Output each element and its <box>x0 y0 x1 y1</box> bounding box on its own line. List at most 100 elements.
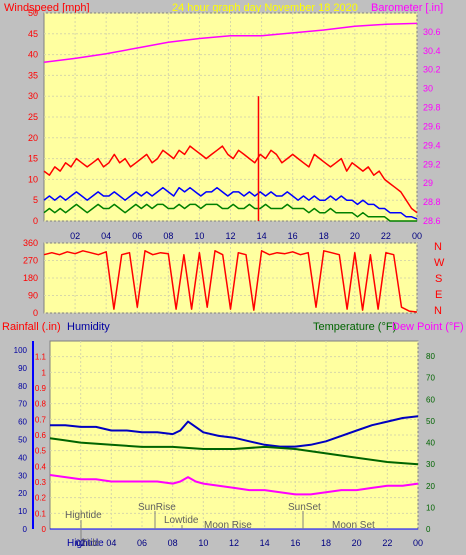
sunrise-label: SunRise <box>138 502 176 513</box>
humidity-y-tick-label: 70 <box>18 400 27 409</box>
rainfall-y-tick-label: 0.5 <box>35 447 47 456</box>
wind-y-tick-label: 15 <box>28 154 38 164</box>
rainfall-y-tick-label: 0.1 <box>35 509 47 518</box>
sunset-label: SunSet <box>288 502 321 513</box>
bottom-tide-label: Tide <box>81 538 101 549</box>
humidity-y-tick-label: 80 <box>18 382 27 391</box>
temperature-y-tick-label: 70 <box>426 374 435 383</box>
humidity-y-tick-label: 30 <box>18 471 27 480</box>
temperature-series <box>49 415 419 530</box>
graph-title: 24 hour graph day November 18 2020 <box>172 2 358 14</box>
humidity-line <box>50 415 419 448</box>
barometer-line <box>43 22 418 63</box>
humidity-y-axis: 0 10 20 30 40 50 60 70 80 90 100 <box>14 346 28 534</box>
rainfall-y-tick-label: 0.8 <box>35 400 47 409</box>
humidity-y-tick-label: 20 <box>18 489 27 498</box>
barometer-y-tick-label: 30 <box>423 84 433 94</box>
hightide-label: Hightide <box>65 510 102 521</box>
wind-x-tick-label: 08 <box>163 231 173 241</box>
wind-x-tick-label: 20 <box>350 231 360 241</box>
temperature-x-tick-label: 14 <box>260 538 270 548</box>
humidity-y-tick-label: 40 <box>18 453 27 462</box>
wind-x-tick-label: 12 <box>225 231 235 241</box>
direction-series <box>43 250 418 313</box>
barometer-y-tick-label: 28.6 <box>423 216 441 226</box>
humidity-y-tick-label: 100 <box>14 346 28 355</box>
wind-y-tick-label: 35 <box>28 70 38 80</box>
temperature-x-tick-label: 16 <box>290 538 300 548</box>
temperature-x-tick-label: 08 <box>168 538 178 548</box>
direction-y-axis: 0 90 180 270 360 <box>23 238 38 318</box>
temperature-y-tick-label: 20 <box>426 482 435 491</box>
barometer-y-tick-label: 29.6 <box>423 121 441 131</box>
barometer-y-tick-label: 29.8 <box>423 103 441 113</box>
wind-x-tick-label: 18 <box>319 231 329 241</box>
wind-x-axis: 02 04 06 08 10 12 14 16 18 20 22 00 <box>70 231 422 241</box>
rainfall-y-axis: 0 0.1 0.2 0.3 0.4 0.5 0.6 0.7 0.8 0.9 1 1.1 <box>35 353 47 534</box>
barometer-y-tick-label: 29.2 <box>423 159 441 169</box>
wind-x-tick-label: 10 <box>194 231 204 241</box>
wind-y-tick-label: 40 <box>28 50 38 60</box>
direction-letter-w: W <box>434 257 445 269</box>
temperature-y-tick-label: 10 <box>426 503 435 512</box>
wind-x-tick-label: 16 <box>288 231 298 241</box>
rainfall-y-tick-label: 0.6 <box>35 431 47 440</box>
temperature-x-axis: 02 04 06 08 10 12 14 16 18 20 22 00 <box>76 538 423 548</box>
direction-letter-n-bottom: N <box>434 305 442 317</box>
wind-y-tick-label: 30 <box>28 91 38 101</box>
wind-x-tick-label: 14 <box>257 231 267 241</box>
dewpoint-line <box>49 474 419 496</box>
direction-y-tick-label: 90 <box>28 291 38 301</box>
direction-y-tick-label: 180 <box>23 273 38 283</box>
barometer-y-tick-label: 30.2 <box>423 65 441 75</box>
wind-x-tick-label: 04 <box>101 231 111 241</box>
rainfall-y-tick-label: 0.3 <box>35 478 47 487</box>
wind-y-tick-label: 45 <box>28 29 38 39</box>
direction-letter-e: E <box>435 289 442 301</box>
wind-y-tick-label: 20 <box>28 133 38 143</box>
barometer-y-tick-label: 29.4 <box>423 140 441 150</box>
wind-x-tick-label: 22 <box>381 231 391 241</box>
windspeed-label: Windspeed [mph] <box>4 2 90 14</box>
wind-plot-grid <box>44 12 418 222</box>
wind-y-tick-label: 10 <box>28 174 38 184</box>
rainfall-y-tick-label: 0.9 <box>35 384 47 393</box>
wind-y-tick-label: 5 <box>33 195 38 205</box>
temperature-x-tick-label: 06 <box>137 538 147 548</box>
barometer-label: Barometer [.in] <box>371 2 443 14</box>
temperature-x-tick-label: 00 <box>413 538 423 548</box>
wind-y-axis: 0 5 10 15 20 25 30 35 40 45 50 <box>28 8 38 226</box>
rainfall-y-tick-label: 0.7 <box>35 415 47 424</box>
barometer-y-axis: 28.6 28.8 29 29.2 29.4 29.6 29.8 30 30.2 30.4 30.6 <box>423 27 441 226</box>
humidity-y-tick-label: 0 <box>23 525 28 534</box>
wind-x-tick-label: 00 <box>412 231 422 241</box>
temperature-x-tick-label: 12 <box>229 538 239 548</box>
direction-y-tick-label: 0 <box>33 308 38 318</box>
temperature-y-tick-label: 0 <box>426 525 431 534</box>
wind-gust-line <box>43 145 418 214</box>
temperature-y-tick-label: 60 <box>426 395 435 404</box>
temperature-line <box>49 437 419 466</box>
direction-y-tick-label: 360 <box>23 238 38 248</box>
humidity-y-tick-label: 60 <box>18 418 27 427</box>
temperature-y-tick-label: 40 <box>426 439 435 448</box>
rainfall-y-tick-label: 0 <box>42 525 47 534</box>
temperature-x-tick-label: 20 <box>352 538 362 548</box>
temperature-label: Temperature (°F) <box>313 321 396 333</box>
wind-y-tick-label: 0 <box>33 216 38 226</box>
temperature-x-tick-label: 02 <box>76 538 86 548</box>
barometer-y-tick-label: 30.4 <box>423 46 441 56</box>
rainfall-label: Rainfall (.in) <box>2 321 61 333</box>
temperature-x-tick-label: 18 <box>321 538 331 548</box>
wind-x-tick-label: 02 <box>70 231 80 241</box>
direction-letter-n-top: N <box>434 241 442 253</box>
direction-y-tick-label: 270 <box>23 256 38 266</box>
rainfall-y-tick-label: 1.1 <box>35 353 47 362</box>
humidity-y-tick-label: 50 <box>18 435 27 444</box>
event-markers: Hightide SunRise Lowtide Moon Rise SunSe… <box>65 502 375 549</box>
lowtide-label: Lowtide <box>164 515 199 526</box>
barometer-y-tick-label: 29 <box>423 178 433 188</box>
wind-y-tick-label: 50 <box>28 8 38 18</box>
barometer-y-tick-label: 28.8 <box>423 197 441 207</box>
